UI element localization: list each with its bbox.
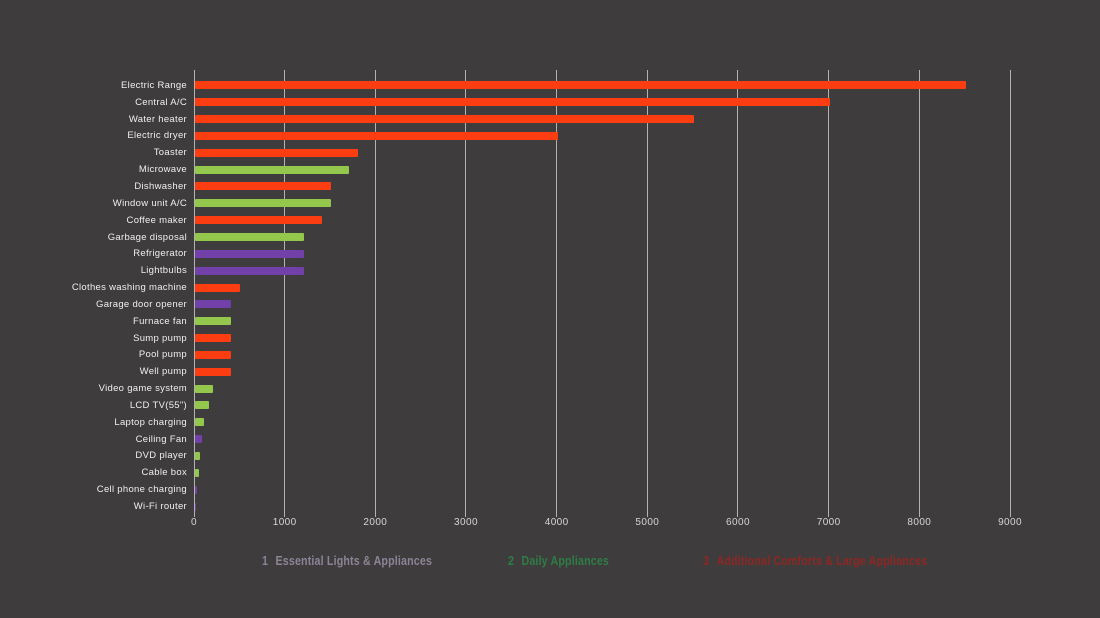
bar (195, 249, 304, 258)
bar (195, 451, 201, 460)
bar (195, 418, 205, 427)
x-tick-label: 7000 (816, 517, 841, 528)
bar (195, 98, 830, 107)
gridline (918, 70, 920, 517)
y-axis-label: Refrigerator (133, 248, 187, 260)
y-axis-label: Window unit A/C (112, 197, 187, 209)
y-axis-label: Coffee maker (126, 214, 187, 226)
x-tick-label: 4000 (544, 517, 569, 528)
y-axis-label: LCD TV(55") (129, 399, 187, 411)
bar (195, 502, 196, 511)
y-axis-labels: Electric Range Central A/C Water heater Ele… (0, 77, 187, 515)
bar (195, 317, 232, 326)
bar (195, 216, 322, 225)
x-tick-label: 2000 (363, 517, 388, 528)
legend-item-label: Additional Comforts & Large Appliances (716, 553, 928, 568)
legend-item-number: 3 (703, 553, 710, 568)
bar (195, 266, 304, 275)
x-tick-label: 9000 (998, 517, 1022, 528)
bar (195, 81, 966, 90)
x-tick-label: 8000 (907, 517, 932, 528)
y-axis-label: Electric Range (121, 79, 187, 91)
y-axis-label: Microwave (138, 164, 187, 176)
bar (195, 165, 350, 174)
gridline (193, 70, 195, 517)
bar (195, 199, 331, 208)
y-axis-label: Dishwasher (134, 180, 187, 192)
legend-item: 1 Essential Lights & Appliances (262, 553, 432, 568)
y-axis-label: Ceiling Fan (135, 433, 187, 445)
bar (195, 148, 359, 157)
gridline (646, 70, 648, 517)
bar (195, 468, 199, 477)
legend-item-label: Essential Lights & Appliances (275, 553, 433, 568)
bar (195, 115, 694, 124)
x-tick-label: 0 (191, 517, 197, 528)
bar (195, 367, 232, 376)
y-axis-label: Lightbulbs (140, 265, 187, 277)
bar (195, 350, 232, 359)
bar (195, 131, 558, 140)
legend: 1 Essential Lights & Appliances 2 Daily App… (0, 553, 1100, 575)
x-tick-label: 3000 (454, 517, 478, 528)
bar (195, 401, 209, 410)
y-axis-label: Laptop charging (114, 416, 187, 428)
bar (195, 435, 202, 444)
y-axis-label: Cell phone charging (96, 484, 187, 496)
gridline (556, 70, 558, 517)
y-axis-label: Water heater (128, 113, 187, 125)
y-axis-label: Central A/C (135, 96, 187, 108)
y-axis-label: DVD player (135, 450, 187, 462)
bar (195, 384, 214, 393)
gridline (1009, 70, 1011, 517)
bar (195, 233, 304, 242)
y-axis-label: Garbage disposal (107, 231, 187, 243)
y-axis-label: Well pump (139, 366, 187, 378)
legend-item-number: 2 (508, 553, 515, 568)
legend-item: 2 Daily Appliances (508, 553, 609, 568)
bar (195, 283, 241, 292)
gridline (737, 70, 739, 517)
gridline (465, 70, 467, 517)
x-axis-tick-labels: 0 1000 2000 3000 4000 5000 6000 7000 8000 9000 (191, 517, 1022, 531)
y-axis-label: Sump pump (133, 332, 187, 344)
legend-item-label: Daily Appliances (521, 553, 610, 568)
y-axis-label: Toaster (153, 147, 187, 159)
bar (195, 300, 232, 309)
y-axis-label: Pool pump (138, 349, 187, 361)
y-axis-label: Wi-Fi router (133, 501, 187, 513)
y-axis-label: Clothes washing machine (71, 282, 187, 294)
legend-item-number: 1 (262, 553, 269, 568)
y-axis-label: Electric dryer (127, 130, 187, 142)
gridline (374, 70, 376, 517)
y-axis-label: Video game system (98, 383, 187, 395)
x-tick-label: 1000 (272, 517, 297, 528)
bar (195, 182, 331, 191)
bar (195, 334, 232, 343)
x-tick-label: 5000 (635, 517, 660, 528)
legend-item: 3 Additional Comforts & Large Appliances (703, 553, 927, 568)
bar-rows (194, 77, 1010, 515)
x-tick-label: 6000 (726, 517, 750, 528)
y-axis-label: Garage door opener (96, 298, 187, 310)
gridline (284, 70, 286, 517)
bar (195, 485, 197, 494)
y-axis-label: Cable box (141, 467, 187, 479)
plot-area (193, 70, 1011, 517)
y-axis-label: Furnace fan (133, 315, 187, 327)
gridline (828, 70, 830, 517)
